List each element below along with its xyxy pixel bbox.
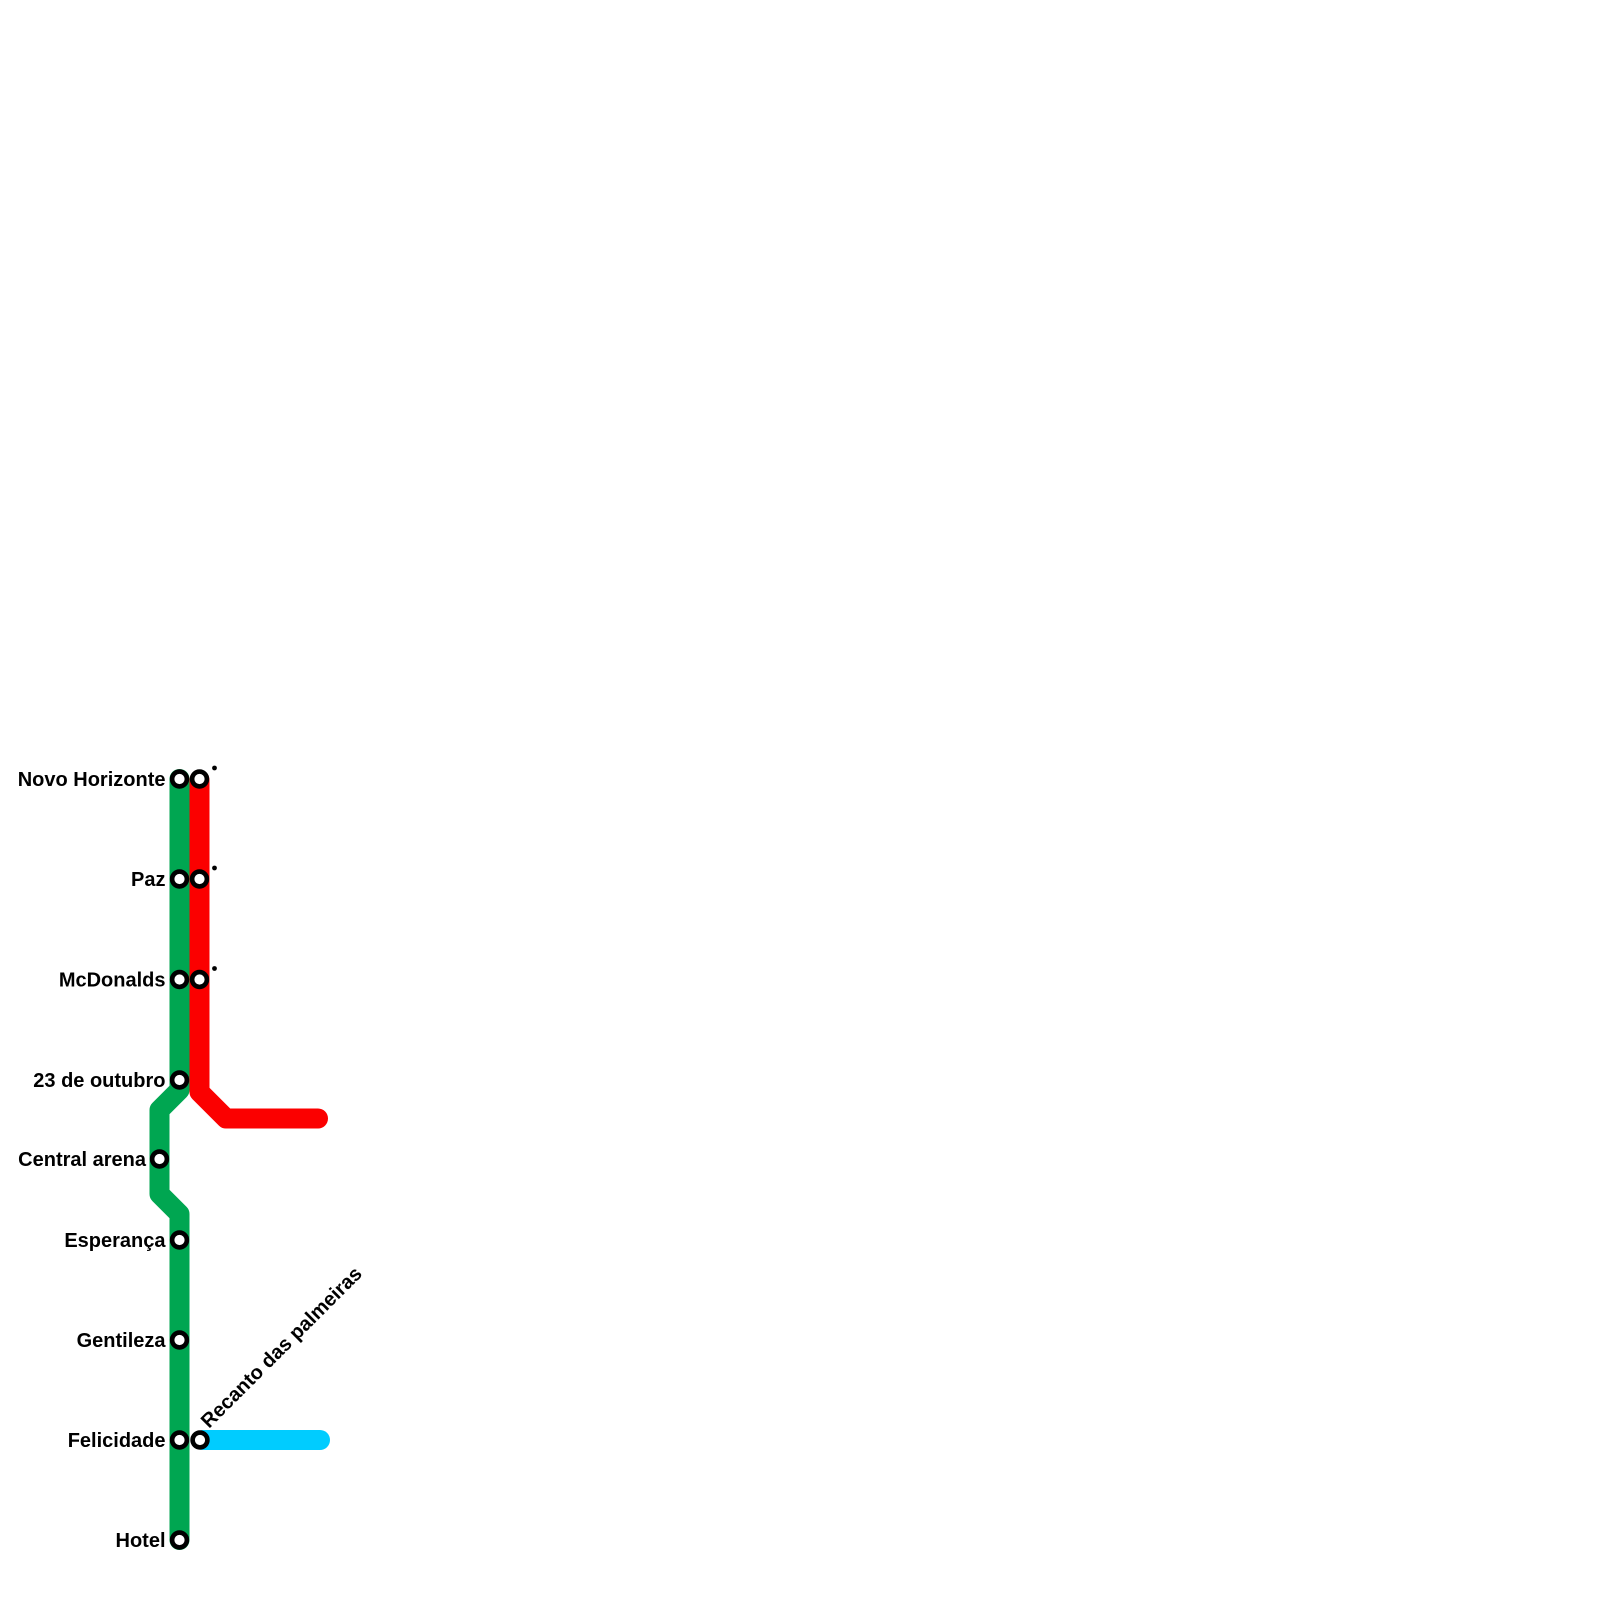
station-label-novo-horizonte: Novo Horizonte (18, 769, 166, 791)
station-marker-paz-red (189, 869, 210, 889)
station-label-mcdonalds: McDonalds (59, 970, 166, 992)
station-marker-mcdonalds-red (189, 969, 210, 990)
station-marker-esperanca (169, 1230, 190, 1250)
station-marker-novo-horizonte-green (169, 769, 190, 789)
station-marker-gentileza (169, 1330, 190, 1350)
footnote-dot-mcdonalds (212, 966, 217, 971)
station-marker-mcdonalds-green (169, 969, 190, 990)
station-label-esperanca: Esperança (64, 1230, 166, 1252)
station-label-hotel: Hotel (116, 1530, 166, 1552)
station-marker-felicidade-green (169, 1430, 190, 1450)
station-label-central-arena: Central arena (18, 1149, 147, 1171)
station-marker-felicidade-cyan (190, 1430, 210, 1450)
station-marker-central-arena (149, 1149, 170, 1169)
station-marker-novo-horizonte-red (189, 769, 210, 789)
station-marker-paz-green (169, 869, 190, 889)
station-label-felicidade: Felicidade (68, 1430, 166, 1452)
footnote-dot-novo-horizonte (212, 765, 217, 771)
station-marker-hotel (169, 1530, 190, 1550)
station-label-gentileza: Gentileza (77, 1330, 167, 1352)
station-marker-23-de-outubro (169, 1070, 190, 1090)
station-label-23-de-outubro: 23 de outubro (33, 1070, 165, 1092)
red-line-path (189, 770, 328, 1129)
footnote-dot-paz (212, 865, 217, 871)
station-label-paz: Paz (131, 869, 165, 891)
